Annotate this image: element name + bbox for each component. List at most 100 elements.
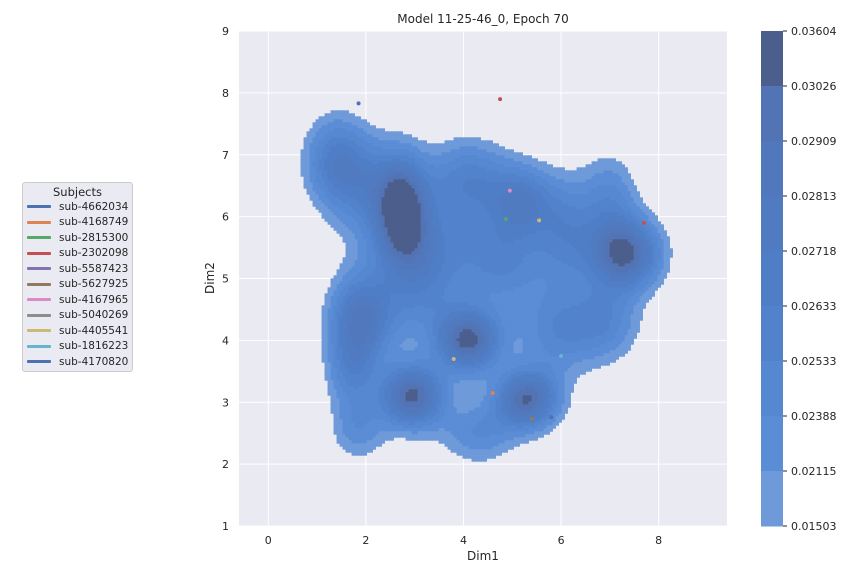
density-cell (579, 215, 583, 219)
density-cell (636, 275, 640, 279)
density-cell (609, 167, 613, 171)
density-cell (438, 266, 442, 270)
density-cell (327, 149, 331, 153)
density-cell (504, 176, 508, 180)
density-cell (477, 164, 481, 168)
density-cell (435, 149, 439, 153)
density-cell (564, 233, 568, 237)
density-cell (519, 233, 523, 237)
density-cell (312, 125, 316, 129)
density-cell (351, 194, 355, 198)
density-cell (393, 179, 397, 183)
density-cell (597, 215, 601, 219)
density-cell (396, 182, 400, 186)
density-cell (303, 161, 307, 165)
density-cell (546, 173, 550, 177)
density-cell (567, 242, 571, 246)
density-cell (600, 203, 604, 207)
density-cell (441, 269, 445, 273)
density-cell (600, 212, 604, 216)
density-cell (354, 242, 358, 246)
density-cell (378, 212, 382, 216)
density-cell (342, 143, 346, 147)
density-cell (441, 266, 445, 270)
density-cell (327, 152, 331, 156)
density-cell (384, 257, 388, 261)
density-cell (438, 197, 442, 201)
density-cell (663, 236, 667, 240)
density-cell (567, 203, 571, 207)
density-cell (654, 218, 658, 222)
density-cell (384, 260, 388, 264)
density-cell (615, 200, 619, 204)
density-cell (546, 239, 550, 243)
density-cell (444, 245, 448, 249)
density-cell (501, 200, 505, 204)
density-cell (441, 197, 445, 201)
density-cell (450, 275, 454, 279)
density-cell (546, 251, 550, 255)
density-cell (303, 146, 307, 150)
density-cell (474, 191, 478, 195)
density-cell (381, 185, 385, 189)
density-cell (591, 185, 595, 189)
density-cell (333, 155, 337, 159)
density-cell (444, 260, 448, 264)
density-cell (387, 176, 391, 180)
density-cell (519, 200, 523, 204)
density-cell (609, 266, 613, 270)
density-cell (591, 212, 595, 216)
density-cell (396, 197, 400, 201)
density-cell (513, 176, 517, 180)
density-cell (363, 212, 367, 216)
density-cell (483, 266, 487, 270)
density-cell (312, 122, 316, 126)
density-cell (621, 191, 625, 195)
density-cell (618, 236, 622, 240)
density-cell (441, 272, 445, 276)
density-cell (543, 227, 547, 231)
density-cell (522, 164, 526, 168)
density-cell (318, 122, 322, 126)
density-cell (405, 179, 409, 183)
density-cell (414, 179, 418, 183)
density-cell (528, 248, 532, 252)
density-cell (420, 248, 424, 252)
density-cell (318, 203, 322, 207)
density-cell (393, 134, 397, 138)
density-cell (603, 206, 607, 210)
density-cell (549, 173, 553, 177)
density-cell (522, 191, 526, 195)
density-cell (615, 266, 619, 270)
density-cell (642, 218, 646, 222)
density-cell (612, 182, 616, 186)
density-cell (372, 248, 376, 252)
density-cell (594, 161, 598, 165)
density-cell (396, 275, 400, 279)
density-cell (636, 260, 640, 264)
density-cell (492, 260, 496, 264)
density-cell (318, 194, 322, 198)
density-cell (477, 194, 481, 198)
density-cell (378, 164, 382, 168)
density-cell (486, 203, 490, 207)
density-cell (621, 209, 625, 213)
density-cell (567, 254, 571, 258)
density-cell (363, 239, 367, 243)
density-cell (621, 167, 625, 171)
density-cell (459, 164, 463, 168)
density-cell (381, 137, 385, 141)
density-cell (591, 218, 595, 222)
density-cell (618, 170, 622, 174)
density-cell (348, 218, 352, 222)
density-cell (597, 203, 601, 207)
density-cell (375, 182, 379, 186)
density-cell (576, 242, 580, 246)
density-cell (633, 194, 637, 198)
density-cell (651, 224, 655, 228)
density-cell (588, 203, 592, 207)
density-cell (525, 206, 529, 210)
density-cell (408, 221, 412, 225)
density-cell (579, 257, 583, 261)
density-cell (510, 266, 514, 270)
